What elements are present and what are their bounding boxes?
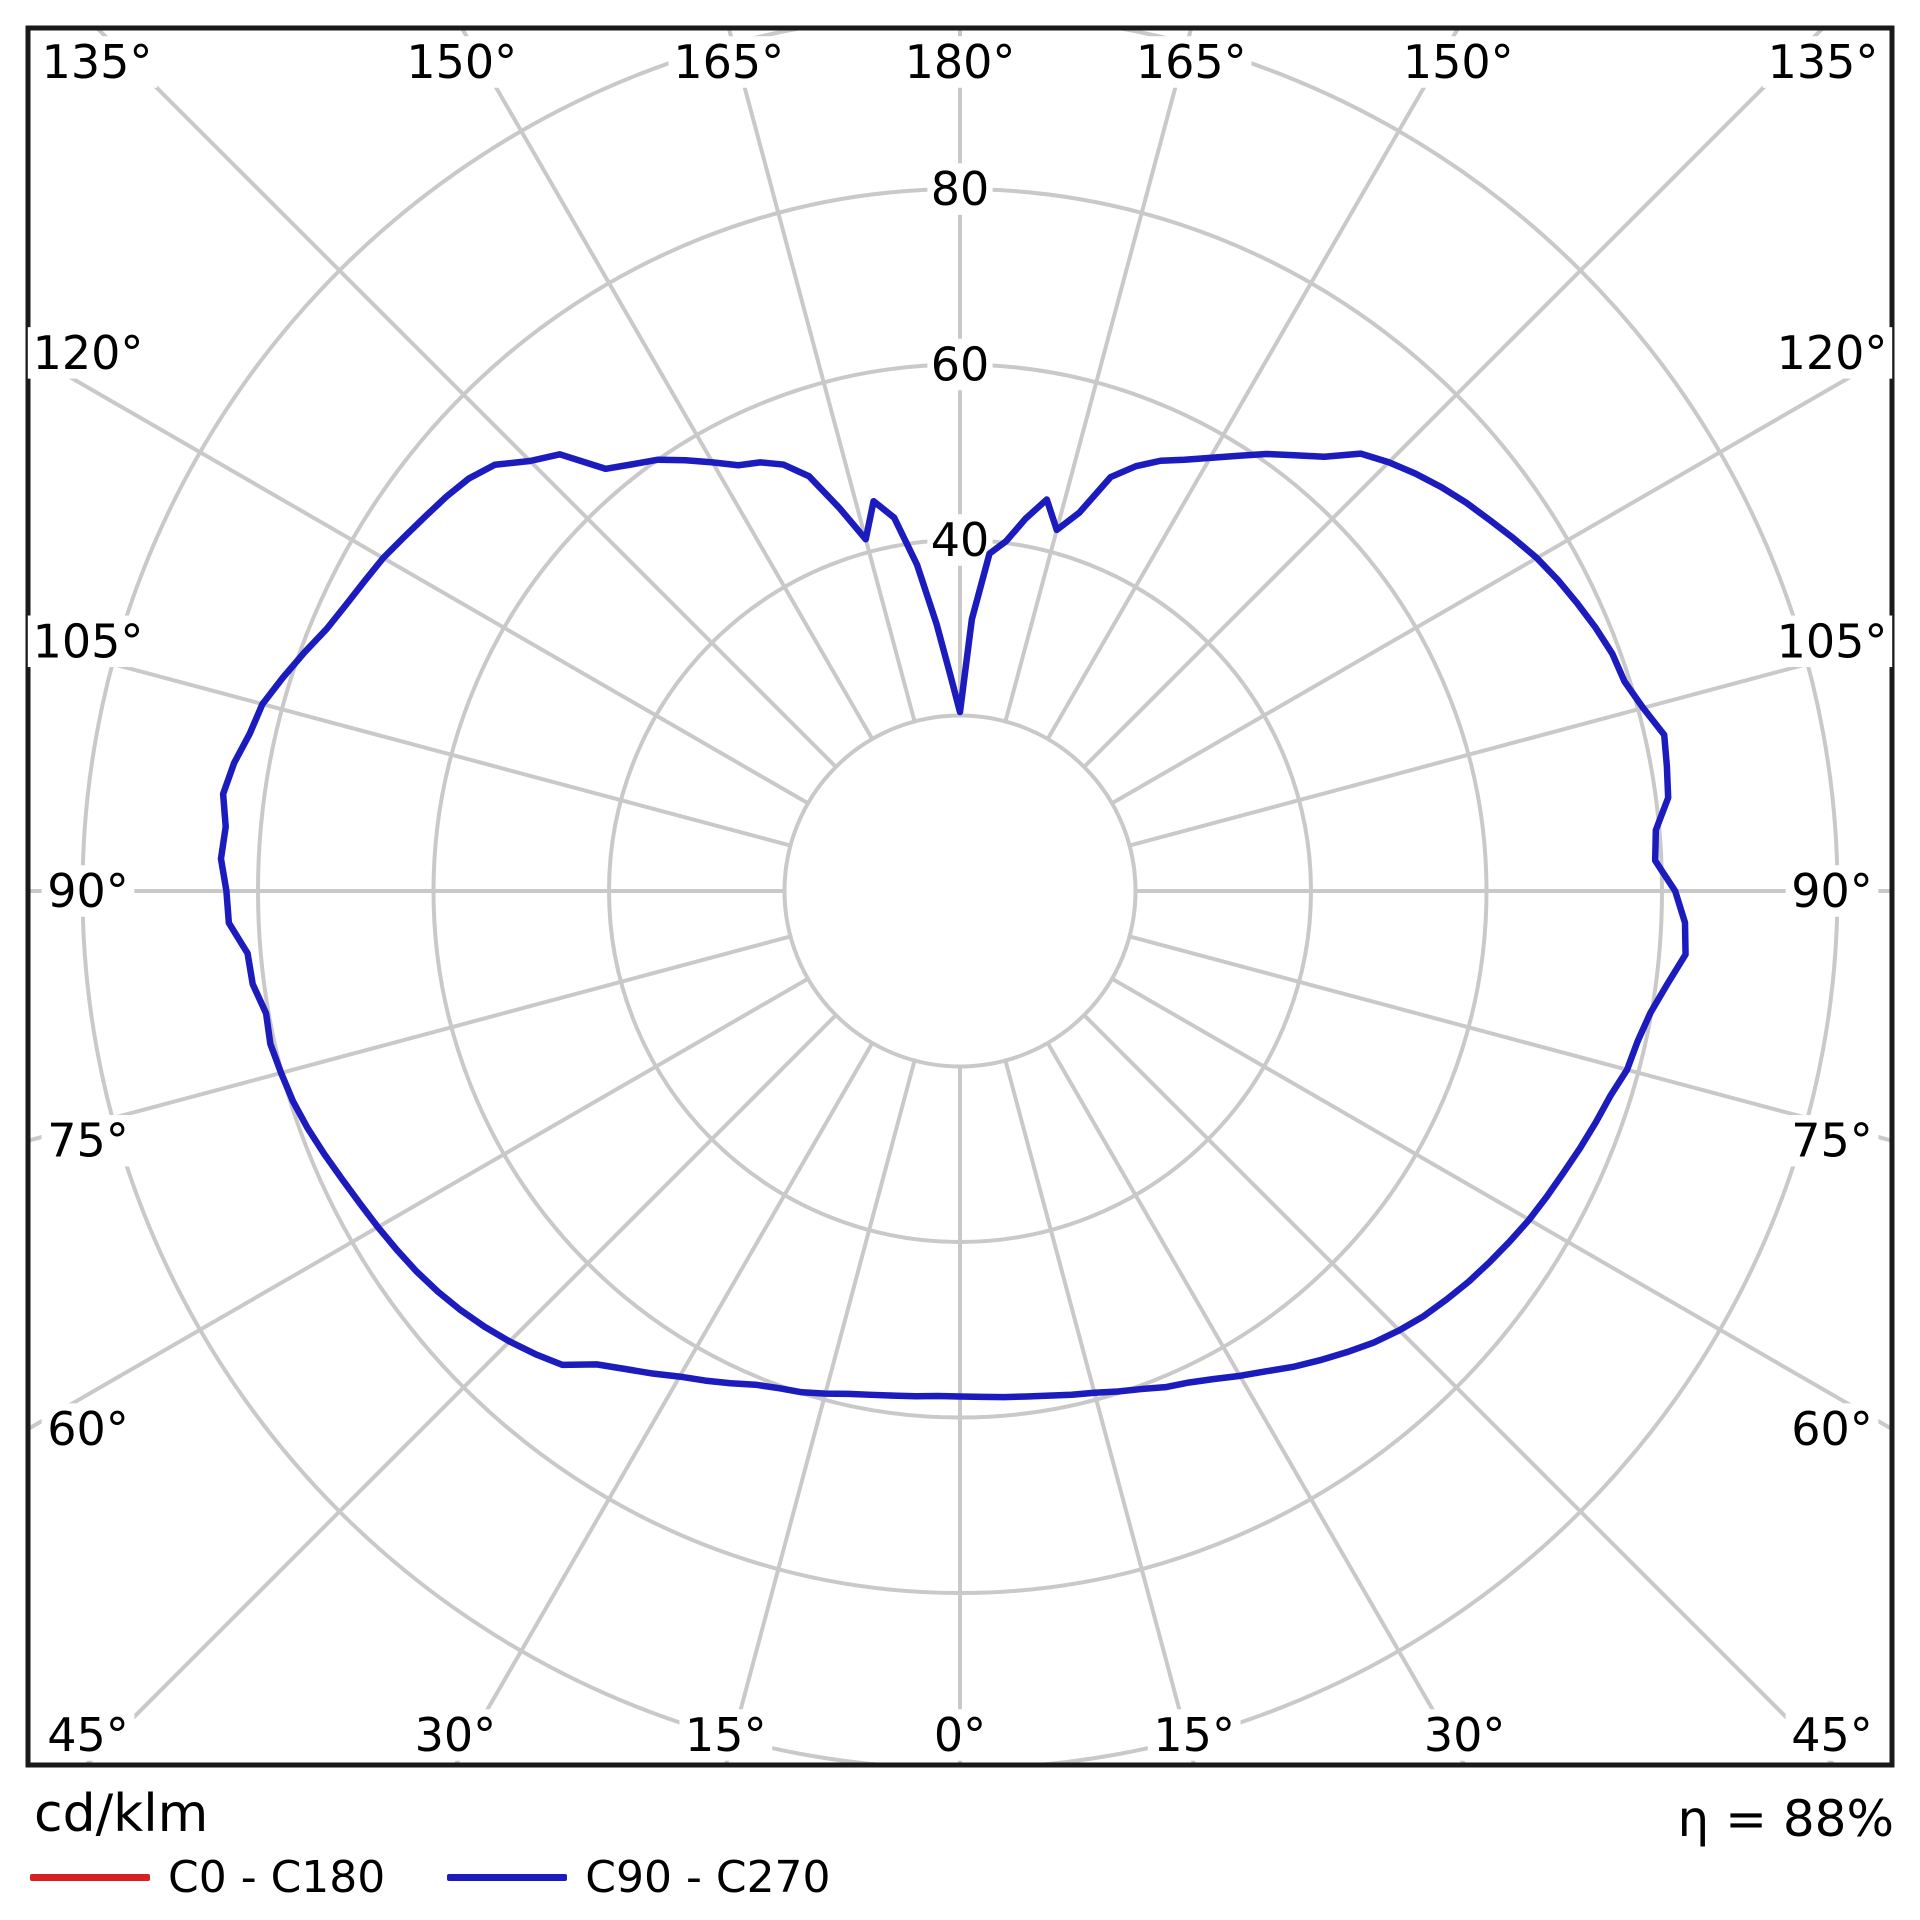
plot-frame [25, 25, 1895, 1768]
legend-label-c0-c180: C0 - C180 [168, 1852, 386, 1903]
ring-label-60: 60 [931, 338, 990, 392]
angle-label-15-left: 15° [685, 1708, 767, 1762]
grid-spoke-75-left [28, 934, 791, 1143]
angle-label-180-right: 180° [905, 35, 1016, 89]
angle-label-120-right-mask [1771, 327, 1893, 379]
angle-label-60-left-mask [41, 1403, 135, 1455]
grid-spoke-120-right [1110, 350, 1892, 805]
angle-label-150-left: 150° [406, 35, 517, 89]
angle-label-15-right: 15° [1153, 1708, 1235, 1762]
angle-label-165-left-mask [668, 36, 789, 88]
angle-label-75-left: 75° [47, 1114, 129, 1168]
grid-spoke-165-left [726, 28, 917, 722]
grid-spoke-105-right [1129, 639, 1892, 848]
angle-label-135-left: 135° [42, 35, 153, 89]
grid-spoke-30-left [453, 1041, 874, 1765]
angle-label-120-left-mask [27, 327, 149, 379]
grid-spoke-150-left [459, 28, 874, 741]
legend-item-c90-c270: C90 - C270 [447, 1852, 831, 1903]
angle-label-75-right-mask [1785, 1114, 1879, 1167]
c90-c270-line-swatch [447, 1874, 568, 1881]
angle-label-150-right-mask [1398, 36, 1519, 88]
angle-label-0-right: 0° [934, 1708, 986, 1762]
grid-spoke-135-right [1082, 28, 1826, 769]
grid-spoke-30-right [1046, 1041, 1467, 1765]
angle-label-165-left: 165° [673, 35, 784, 89]
ring-label-80-mask [927, 163, 993, 215]
grid-spoke-150-right [1046, 28, 1461, 741]
angle-label-45-left: 45° [47, 1708, 129, 1762]
angle-label-60-right-mask [1785, 1403, 1879, 1455]
angle-label-105-right-mask [1771, 615, 1893, 668]
grid-spoke-15-left [723, 1060, 917, 1765]
grid-spoke-165-right [1003, 28, 1194, 722]
angle-label-30-right-mask [1418, 1709, 1512, 1761]
ring-label-80: 80 [931, 162, 990, 216]
angle-label-135-right-mask [1762, 36, 1884, 88]
angle-label-60-right: 60° [1791, 1402, 1873, 1456]
legend-item-c0-c180: C0 - C180 [30, 1852, 385, 1903]
angle-label-105-left-mask [27, 615, 149, 668]
grid-spoke-120-left [28, 350, 810, 805]
curve-c90-c270 [217, 450, 1689, 1401]
grid-spoke-15-right [1003, 1060, 1197, 1765]
angle-label-75-right: 75° [1791, 1114, 1873, 1168]
angle-label-150-right: 150° [1403, 35, 1514, 89]
ring-label-40-mask [927, 514, 993, 566]
angle-label-90-left-mask [41, 865, 135, 917]
angle-label-15-right-mask [1147, 1709, 1241, 1761]
grid-spoke-60-right [1110, 977, 1892, 1432]
angle-label-75-left-mask [41, 1114, 135, 1167]
angle-label-135-right: 135° [1768, 35, 1879, 89]
ring-label-40: 40 [931, 513, 990, 567]
angle-label-15-left-mask [679, 1709, 773, 1761]
grid-spoke-75-right [1129, 934, 1892, 1143]
angle-label-180-right-mask [899, 36, 1021, 88]
angle-label-30-left: 30° [415, 1708, 497, 1762]
angle-label-150-left-mask [401, 36, 522, 88]
grid-spoke-45-left [83, 1013, 838, 1765]
axis-labels: 40 60 80 0° 15° 15° 30° 30° 45° 45° 60° 60° 75° 75° 90… [27, 35, 1893, 1762]
grid-spoke-105-left [28, 639, 791, 848]
angle-label-90-right: 90° [1791, 864, 1873, 918]
angle-label-90-left: 90° [47, 864, 129, 918]
angle-label-135-left-mask [36, 36, 158, 88]
units-label: cd/klm [34, 1784, 209, 1844]
c0-c180-line-swatch [30, 1874, 150, 1881]
angle-label-105-right: 105° [1777, 614, 1888, 668]
angle-label-165-right: 165° [1136, 35, 1247, 89]
legend-label-c90-c270: C90 - C270 [585, 1852, 831, 1903]
angle-label-30-right: 30° [1424, 1708, 1506, 1762]
grid-spoke-60-left [28, 977, 810, 1432]
angle-label-45-left-mask [41, 1709, 135, 1761]
angle-label-120-right: 120° [1777, 326, 1888, 380]
angle-label-45-right-mask [1785, 1709, 1879, 1761]
angle-label-105-left: 105° [33, 614, 144, 668]
angle-label-165-right-mask [1131, 36, 1252, 88]
legend: C0 - C180 C90 - C270 [30, 1852, 831, 1903]
ring-label-60-mask [927, 338, 993, 391]
efficiency-label: η = 88% [1677, 1790, 1894, 1848]
angle-label-45-right: 45° [1791, 1708, 1873, 1762]
angle-label-90-right-mask [1785, 865, 1879, 917]
angle-label-30-left-mask [408, 1709, 502, 1761]
angle-label-60-left: 60° [47, 1402, 129, 1456]
grid-spoke-135-left [94, 28, 838, 769]
grid-spoke-45-right [1082, 1013, 1837, 1765]
angle-label-120-left: 120° [33, 326, 144, 380]
angle-label-0-right-mask [927, 1709, 993, 1761]
